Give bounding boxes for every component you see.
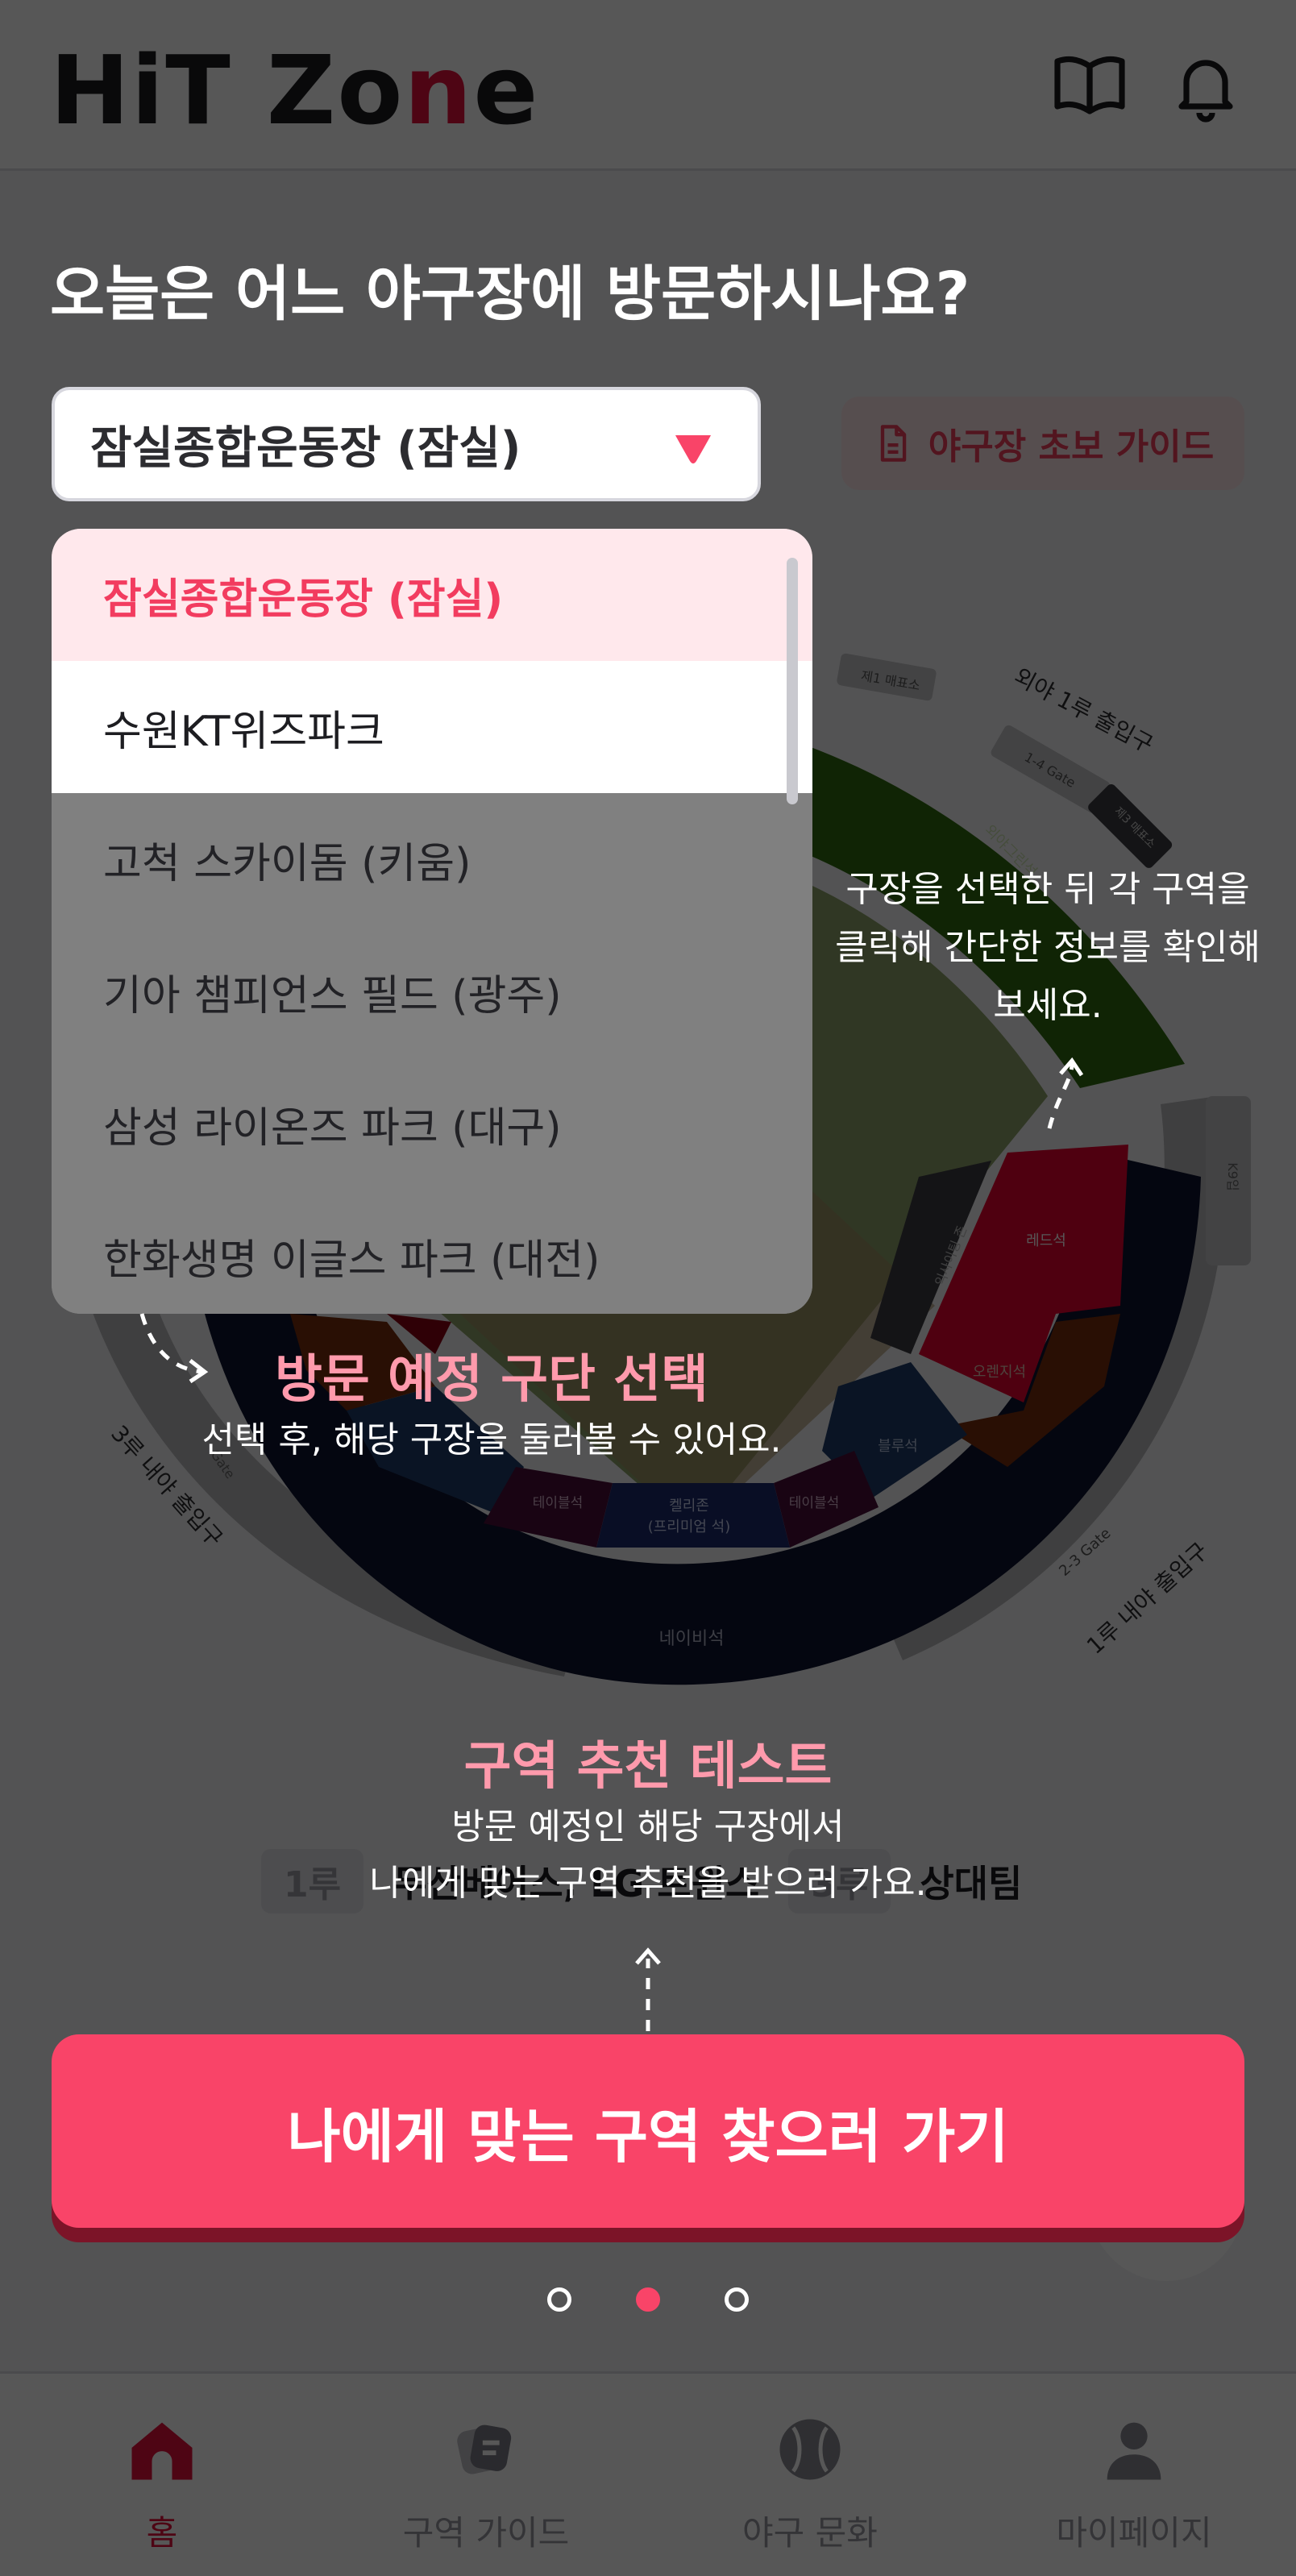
zone-test-tip-title: 구역 추천 테스트 <box>463 1737 833 1797</box>
zone-test-tip-body-2: 나에게 맞는 구역 추천을 받으러 가요. <box>369 1863 927 1904</box>
pagination-dot[interactable] <box>547 2287 571 2312</box>
pagination-dot-active[interactable] <box>636 2287 660 2312</box>
section-select-tip: 방문 예정 구단 선택 선택 후, 해당 구장을 둘러볼 수 있어요. <box>185 1338 798 1469</box>
dropdown-option[interactable]: 기아 챔피언스 필드 (광주) <box>52 925 812 1057</box>
dropdown-option[interactable]: 삼성 라이온즈 파크 (대구) <box>52 1057 812 1190</box>
stadium-tip: 구장을 선택한 뒤 각 구역을 클릭해 간단한 정보를 확인해 보세요. <box>835 869 1261 1026</box>
zone-test-tip: 구역 추천 테스트 방문 예정인 해당 구장에서 나에게 맞는 구역 추천을 받… <box>285 1725 1011 1912</box>
onboarding-pagination <box>0 2287 1296 2312</box>
caret-down-icon <box>675 435 711 463</box>
dropdown-option[interactable]: 잠실종합운동장 (잠실) <box>52 529 812 661</box>
pagination-dot[interactable] <box>725 2287 749 2312</box>
stadium-select[interactable]: 잠실종합운동장 (잠실) <box>52 387 761 501</box>
section-select-tip-body: 선택 후, 해당 구장을 둘러볼 수 있어요. <box>201 1419 782 1460</box>
dropdown-option[interactable]: 한화생명 이글스 파크 (대전) <box>52 1190 812 1314</box>
section-select-tip-title: 방문 예정 구단 선택 <box>275 1350 708 1410</box>
find-my-zone-button[interactable]: 나에게 맞는 구역 찾으러 가기 <box>52 2034 1244 2228</box>
dropdown-option[interactable]: 수원KT위즈파크 <box>52 661 812 793</box>
page-title: 오늘은 어느 야구장에 방문하시나요? <box>50 260 970 329</box>
zone-test-tip-body-1: 방문 예정인 해당 구장에서 <box>451 1806 845 1847</box>
stadium-dropdown-list[interactable]: 잠실종합운동장 (잠실) 수원KT위즈파크 고척 스카이돔 (키움) 기아 챔피… <box>52 529 812 1314</box>
dropdown-scrollbar[interactable] <box>787 558 798 804</box>
stadium-select-value: 잠실종합운동장 (잠실) <box>90 422 521 475</box>
dropdown-option[interactable]: 고척 스카이돔 (키움) <box>52 793 812 925</box>
